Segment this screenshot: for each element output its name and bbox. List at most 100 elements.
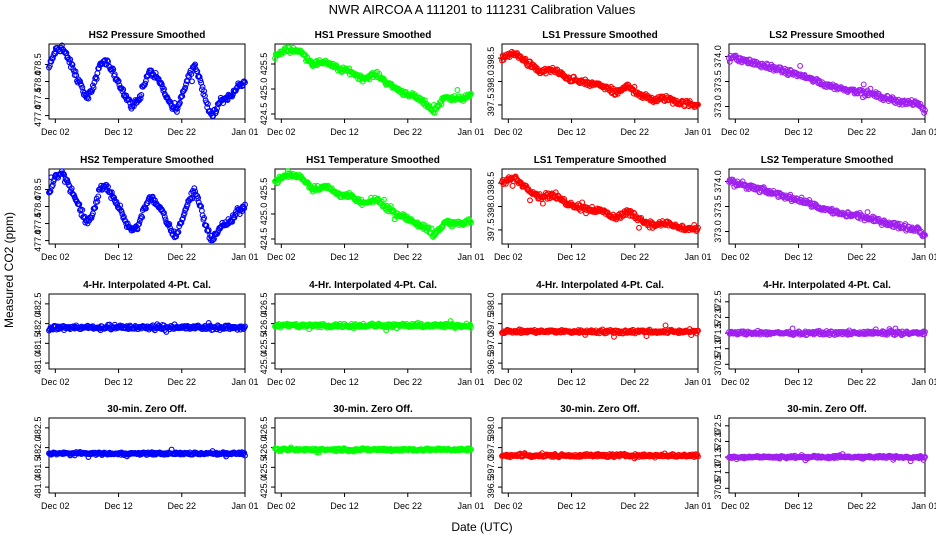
data-point [120, 86, 127, 93]
y-tick-label: 372.5 [713, 415, 723, 438]
y-tick-label: 398.0 [486, 195, 496, 218]
data-point [210, 236, 217, 243]
y-tick-label: 482.5 [33, 417, 43, 440]
panel-8: 4-Hr. Interpolated 4-Pt. Cal.481.0481.54… [33, 280, 259, 387]
y-tick-label: 373.5 [713, 70, 723, 93]
data-point [113, 198, 120, 205]
y-tick-label: 398.0 [486, 417, 496, 440]
y-tick-label: 481.5 [33, 456, 43, 479]
x-tick-label: Dec 02 [721, 501, 750, 511]
x-tick-label: Dec 22 [621, 252, 650, 262]
x-tick-label: Dec 02 [721, 252, 750, 262]
data-point [922, 232, 928, 239]
data-point [695, 224, 701, 231]
data-point [49, 55, 56, 62]
data-point [425, 224, 432, 231]
data-point [146, 194, 153, 201]
panel-title: 4-Hr. Interpolated 4-Pt. Cal. [309, 280, 437, 291]
x-tick-label: Dec 02 [41, 377, 70, 387]
panel-1: HS1 Pressure Smoothed 424.5 425.0 425.5 Dec … [259, 30, 485, 137]
x-tick-label: Dec 22 [394, 377, 423, 387]
data-point [428, 225, 435, 232]
data-point [114, 201, 121, 208]
x-tick-label: Dec 12 [557, 501, 586, 511]
y-tick-label: 374.0 [713, 170, 723, 193]
series-points [499, 173, 701, 234]
x-tick-label: Jan 01 [684, 377, 711, 387]
data-point [241, 78, 248, 85]
x-tick-label: Jan 01 [231, 377, 258, 387]
y-tick-label: 424.5 [259, 103, 269, 126]
y-tick-label: 397.0 [486, 456, 496, 479]
y-tick-label: 398.5 [486, 47, 496, 70]
y-tick-label: 482.0 [33, 436, 43, 459]
x-tick-label: Dec 12 [330, 127, 359, 137]
data-point [173, 108, 180, 115]
panel-title: LS2 Pressure Smoothed [769, 30, 885, 41]
data-point [114, 78, 121, 85]
data-point [614, 214, 620, 221]
data-point [467, 218, 474, 225]
data-point [892, 325, 899, 332]
data-point [797, 62, 804, 69]
data-point [917, 100, 924, 107]
x-tick-label: Dec 12 [104, 127, 133, 137]
data-point [539, 200, 546, 207]
series-points [726, 325, 928, 339]
data-point [72, 68, 79, 75]
panel-title: 30-min. Zero Off. [107, 404, 187, 415]
data-point [93, 75, 100, 82]
data-point [383, 327, 390, 334]
x-tick-label: Dec 02 [494, 127, 523, 137]
data-point [241, 449, 248, 456]
y-tick-label: 481.0 [33, 352, 43, 375]
y-tick-label: 481.5 [33, 332, 43, 355]
data-point [242, 79, 248, 86]
data-point [205, 227, 212, 234]
y-tick-label: 425.5 [259, 456, 269, 479]
y-tick-label: 373.5 [713, 195, 723, 218]
y-tick-label: 373.0 [713, 95, 723, 118]
data-point [161, 213, 168, 220]
data-point [914, 224, 921, 231]
x-tick-label: Jan 01 [684, 501, 711, 511]
panel-title: 4-Hr. Interpolated 4-Pt. Cal. [763, 280, 891, 291]
data-point [864, 209, 871, 216]
series-points [46, 320, 248, 335]
series-points [46, 446, 248, 460]
data-point [138, 213, 145, 220]
x-tick-label: Dec 22 [394, 127, 423, 137]
y-tick-label: 397.5 [486, 94, 496, 117]
x-tick-label: Dec 02 [721, 377, 750, 387]
data-point [137, 95, 144, 102]
y-tick-label: 426.5 [259, 417, 269, 440]
x-tick-label: Jan 01 [911, 501, 936, 511]
data-point [76, 201, 83, 208]
data-point [60, 170, 67, 177]
data-point [151, 197, 158, 204]
data-point [142, 80, 149, 87]
panel-15: 30-min. Zero Off. 370.5371.0371.5372.0372… [713, 404, 936, 511]
data-point [921, 109, 928, 116]
y-tick-label: 477.0 [33, 104, 43, 127]
x-tick-label: Jan 01 [457, 252, 484, 262]
y-tick-label: 397.5 [486, 436, 496, 459]
data-point [179, 215, 186, 222]
data-point [201, 214, 208, 221]
data-point [159, 84, 166, 91]
data-point [118, 85, 125, 92]
data-point [68, 61, 75, 67]
y-tick-label: 424.5 [259, 228, 269, 251]
y-tick-label: 425.5 [259, 53, 269, 76]
x-tick-label: Dec 12 [557, 252, 586, 262]
x-tick-label: Jan 01 [911, 127, 936, 137]
plot-frame [274, 417, 472, 494]
x-tick-label: Dec 12 [784, 377, 813, 387]
series-points [726, 176, 928, 240]
y-tick-label: 478.0 [33, 70, 43, 93]
y-tick-label: 398.0 [486, 70, 496, 93]
x-tick-label: Dec 22 [168, 127, 197, 137]
x-tick-label: Dec 12 [557, 127, 586, 137]
data-point [73, 72, 80, 79]
